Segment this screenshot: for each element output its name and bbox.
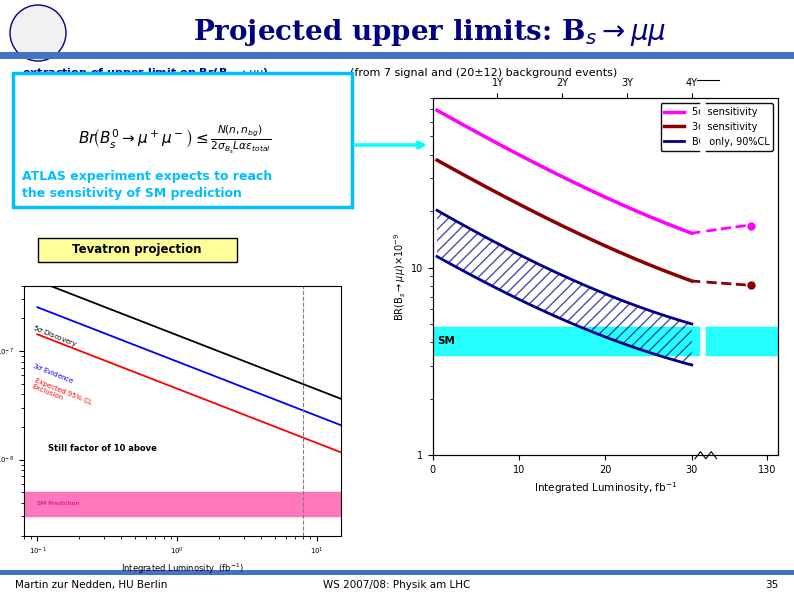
Bar: [24, 492, 341, 516]
Line: BG only, 90%CL: BG only, 90%CL: [437, 211, 692, 324]
BG only, 90%CL: [533, 260, 542, 267]
3σ sensitivity: [576, 231, 585, 238]
5σ sensitivity: [533, 161, 542, 168]
Text: 3$\sigma$ Evidence: 3$\sigma$ Evidence: [31, 361, 75, 386]
5σ sensitivity: [608, 197, 618, 204]
3σ sensitivity: [687, 277, 696, 284]
5σ sensitivity: [687, 230, 696, 237]
FancyBboxPatch shape: [13, 73, 352, 207]
Text: SM: SM: [437, 336, 455, 346]
Text: The measurement of B$_s$$\rightarrow$$\mu\mu$ is still feasible at nominal: The measurement of B$_s$$\rightarrow$$\m…: [435, 403, 741, 417]
FancyBboxPatch shape: [38, 238, 237, 262]
3σ sensitivity: [608, 246, 618, 253]
Bar: [433, 327, 778, 355]
Text: LHC luminosity 10$^{34}$cm$^{-2}$s$^{-1}$.: LHC luminosity 10$^{34}$cm$^{-2}$s$^{-1}…: [435, 418, 598, 436]
BG only, 90%CL: [516, 252, 526, 259]
Text: (from 7 signal and (20±12) background events): (from 7 signal and (20±12) background ev…: [350, 68, 617, 78]
BG only, 90%CL: [608, 293, 618, 300]
Text: extraction of upper limit on Br(B$_s$ $\rightarrow$$\mu\mu$): extraction of upper limit on Br(B$_s$ $\…: [22, 66, 268, 80]
5σ sensitivity: [565, 177, 575, 184]
3σ sensitivity: [642, 261, 652, 268]
Text: $Br\!\left(B_s^0 \to \mu^+\mu^-\right) \leq \frac{N\!\left(n,n_{bg}\right)}{2\si: $Br\!\left(B_s^0 \to \mu^+\mu^-\right) \…: [79, 124, 272, 156]
Legend: 5σ sensitivity, 3σ sensitivity, BG only, 90%CL: 5σ sensitivity, 3σ sensitivity, BG only,…: [661, 103, 773, 151]
Text: SM Prediction: SM Prediction: [37, 501, 80, 506]
BG only, 90%CL: [565, 275, 575, 283]
BG only, 90%CL: [432, 207, 441, 214]
Circle shape: [10, 5, 66, 61]
3σ sensitivity: [565, 226, 575, 233]
Text: Expected 95% CL
Exclusion: Expected 95% CL Exclusion: [31, 377, 92, 412]
5σ sensitivity: [432, 107, 441, 114]
Line: 5σ sensitivity: 5σ sensitivity: [437, 110, 692, 233]
Text: 35: 35: [765, 580, 778, 590]
3σ sensitivity: [533, 210, 542, 217]
X-axis label: Integrated Luminosity  (fb$^{-1}$): Integrated Luminosity (fb$^{-1}$): [121, 562, 244, 577]
Line: 3σ sensitivity: 3σ sensitivity: [437, 160, 692, 281]
5σ sensitivity: [642, 212, 652, 219]
Bar: [0, 52, 794, 59]
BG only, 90%CL: [642, 306, 652, 314]
X-axis label: Integrated Luminosity, fb$^{-1}$: Integrated Luminosity, fb$^{-1}$: [534, 480, 677, 496]
Text: Martin zur Nedden, HU Berlin: Martin zur Nedden, HU Berlin: [15, 580, 168, 590]
Y-axis label: BR(B$_s$$\rightarrow$$\mu\mu$)$\times$10$^{-9}$: BR(B$_s$$\rightarrow$$\mu\mu$)$\times$10…: [392, 233, 408, 321]
BG only, 90%CL: [687, 321, 696, 328]
5σ sensitivity: [516, 152, 526, 159]
BG only, 90%CL: [576, 280, 585, 287]
5σ sensitivity: [576, 182, 585, 189]
Text: ATLAS experiment expects to reach
the sensitivity of SM prediction: ATLAS experiment expects to reach the se…: [22, 170, 272, 200]
Text: This would mean 100 fb$^{-1}$ just in one year.: This would mean 100 fb$^{-1}$ just in on…: [435, 438, 675, 456]
Text: WS 2007/08: Physik am LHC: WS 2007/08: Physik am LHC: [323, 580, 471, 590]
Text: 5$\sigma$ Discovery: 5$\sigma$ Discovery: [31, 322, 79, 349]
3σ sensitivity: [432, 156, 441, 164]
Bar: [0, 570, 794, 575]
Text: Tevatron projection: Tevatron projection: [72, 243, 202, 256]
Text: Still factor of 10 above: Still factor of 10 above: [48, 444, 157, 453]
3σ sensitivity: [516, 202, 526, 209]
Text: Projected upper limits: B$_s$$\rightarrow$$\mu\mu$: Projected upper limits: B$_s$$\rightarro…: [194, 17, 667, 48]
